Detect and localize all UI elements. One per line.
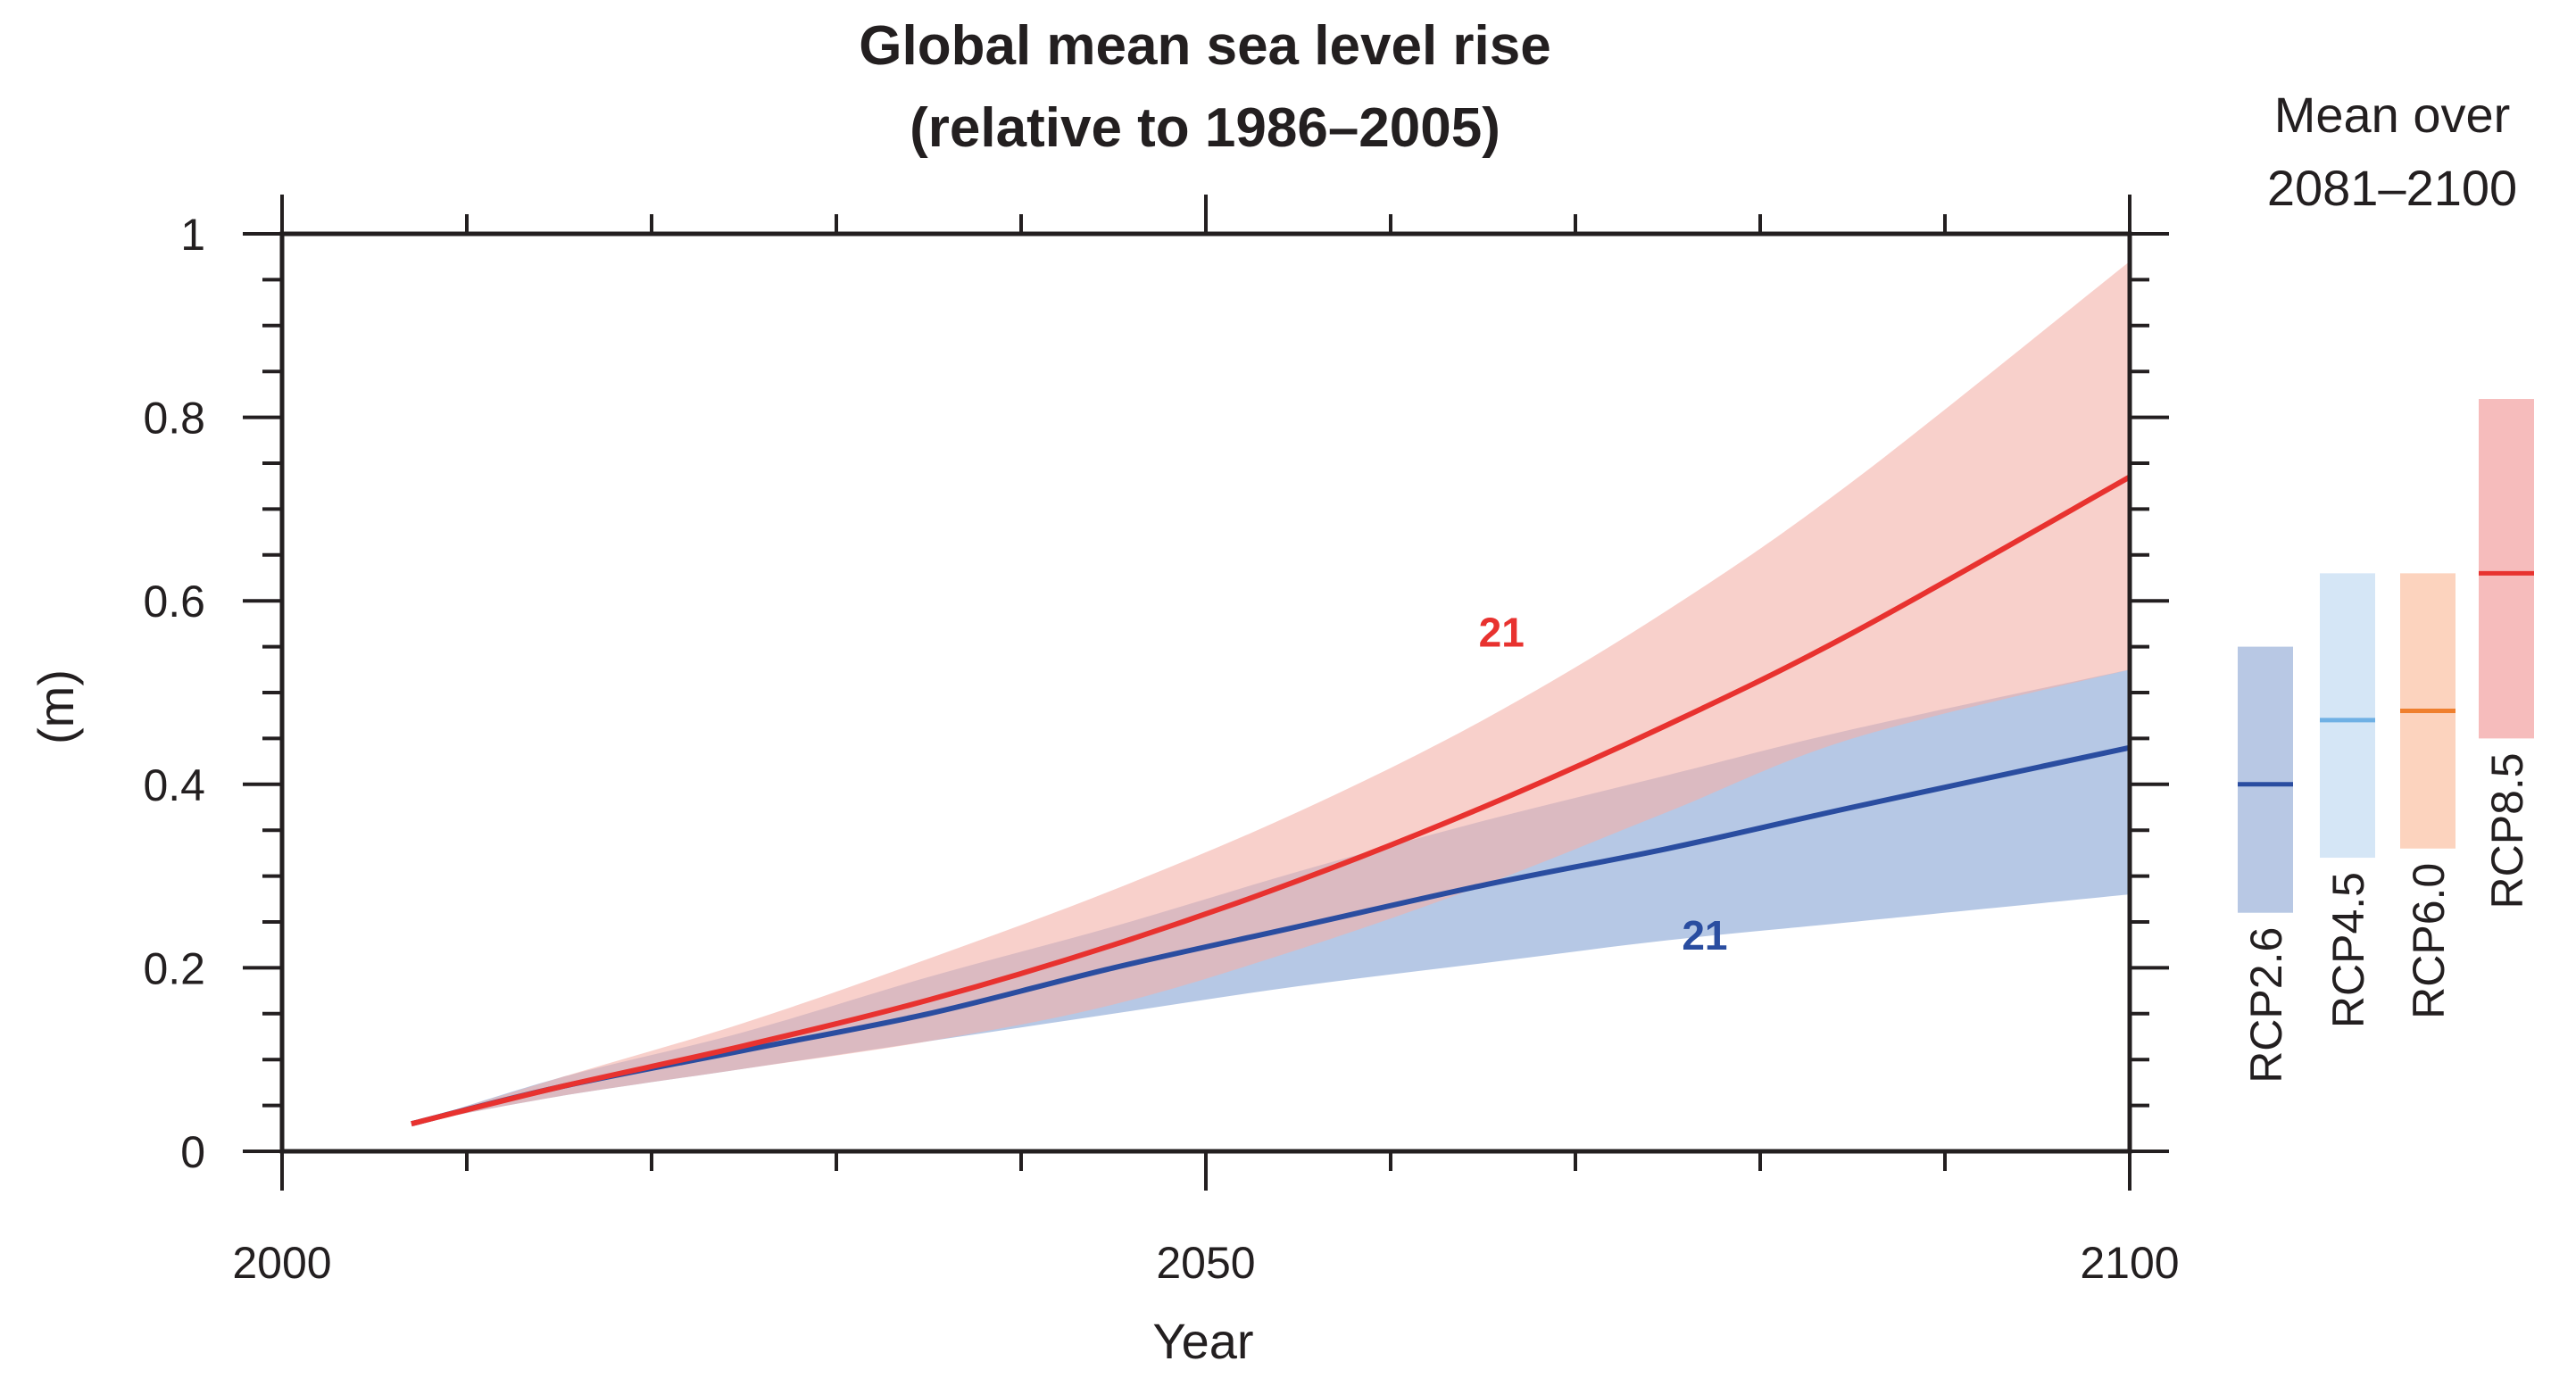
range-bar-label-rcp45: RCP4.5 [2323,872,2373,1028]
range-bar-rcp26 [2238,647,2293,913]
y-tick-label: 0 [180,1127,205,1177]
side-panel-bars: RCP2.6 RCP4.5 RCP6.0 RCP8.5 [2238,399,2534,1083]
y-tick-label: 0.4 [143,760,205,810]
y-tick-label: 0.8 [143,394,205,444]
range-bar-label-rcp60: RCP6.0 [2404,863,2454,1019]
range-bar-rcp45 [2320,573,2375,858]
x-tick-label: 2100 [2080,1238,2179,1288]
y-axis-label: (m) [28,669,84,744]
band-rcp85 [411,261,2130,1124]
range-bar-label-rcp85: RCP8.5 [2482,752,2532,909]
side-panel-title-line-1: Mean over [2274,87,2511,143]
chart-title-line-2: (relative to 1986–2005) [910,97,1500,159]
x-tick-label: 2050 [1156,1238,1255,1288]
range-bar-rcp85 [2479,399,2534,738]
annotation-rcp85: 21 [1479,610,1525,656]
annotation-rcp26: 21 [1682,912,1727,959]
y-tick-label: 1 [180,210,205,260]
range-bar-label-rcp26: RCP2.6 [2241,927,2291,1083]
side-panel-title-line-2: 2081–2100 [2267,160,2517,216]
uncertainty-bands [411,261,2130,1124]
y-tick-label: 0.2 [143,943,205,993]
chart-title-line-1: Global mean sea level rise [859,15,1550,77]
y-tick-label: 0.6 [143,577,205,627]
x-axis-label: Year [1152,1313,1253,1369]
x-tick-label: 2000 [232,1238,331,1288]
